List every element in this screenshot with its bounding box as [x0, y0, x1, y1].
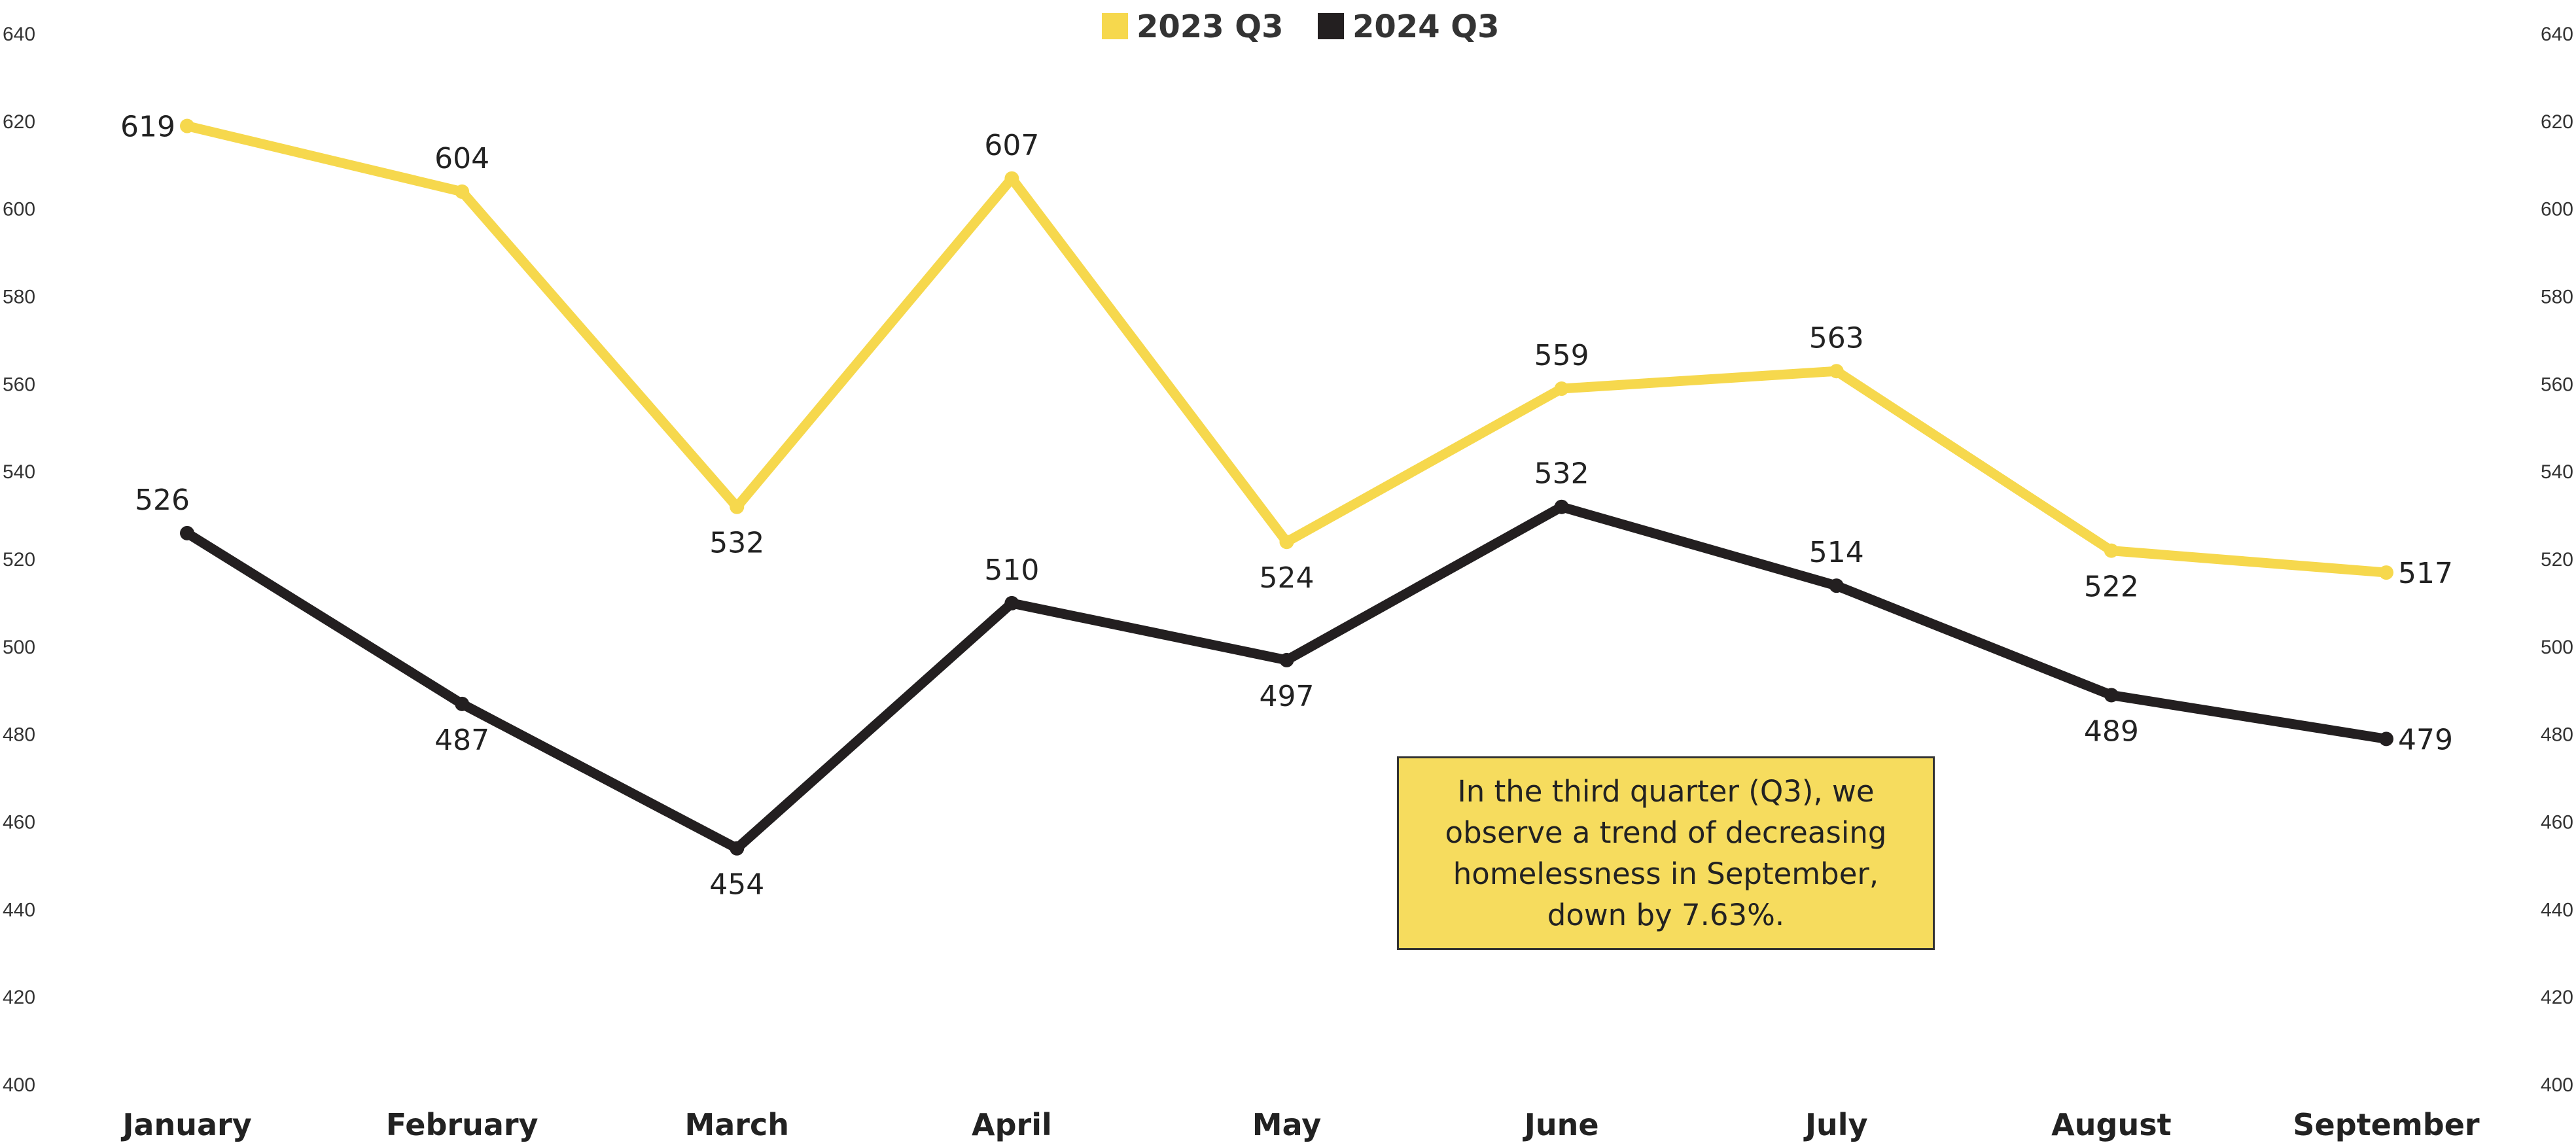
series-line-0	[182, 121, 2391, 578]
data-label: 524	[1260, 561, 1314, 595]
y-tick-label-right: 620	[2541, 111, 2573, 133]
series-group	[180, 118, 2393, 856]
data-point	[1554, 381, 1569, 396]
data-point	[1829, 364, 1844, 379]
y-axis-left: 400 420 440 460 480 500 520 540 560 580 600 620 640	[3, 24, 35, 1096]
y-tick-label-left: 420	[3, 987, 35, 1008]
x-tick-label: April	[972, 1107, 1052, 1142]
x-tick-label: February	[386, 1107, 538, 1142]
data-label: 532	[1534, 457, 1589, 491]
data-point	[455, 184, 470, 199]
data-point	[1554, 499, 1569, 514]
data-point	[180, 525, 194, 540]
y-tick-label-right: 500	[2541, 637, 2573, 658]
y-tick-label-right: 580	[2541, 287, 2573, 308]
data-label: 563	[1809, 321, 1864, 355]
data-label: 514	[1809, 536, 1864, 569]
data-point	[1004, 171, 1019, 186]
data-point	[1829, 578, 1844, 593]
data-label: 497	[1260, 680, 1314, 713]
data-label: 517	[2398, 557, 2453, 590]
data-label: 604	[434, 142, 489, 175]
data-label: 526	[135, 484, 190, 517]
data-label: 522	[2084, 571, 2139, 604]
legend-swatch-2024	[1318, 13, 1344, 39]
data-point	[180, 118, 194, 133]
y-tick-label-right: 640	[2541, 24, 2573, 45]
series-line-1	[182, 502, 2391, 854]
data-label: 510	[984, 554, 1039, 587]
data-labels: 619 604 532 607 524 559 563 522 517 526 487 454 510 4…	[120, 111, 2453, 902]
data-label: 607	[984, 129, 1039, 162]
x-tick-label: September	[2293, 1107, 2480, 1142]
y-tick-label-right: 560	[2541, 374, 2573, 395]
y-tick-label-left: 560	[3, 374, 35, 395]
y-tick-label-left: 500	[3, 637, 35, 658]
annotation-box: In the third quarter (Q3), we observe a …	[1397, 756, 1935, 950]
x-tick-label: May	[1252, 1107, 1321, 1142]
y-tick-label-right: 440	[2541, 899, 2573, 921]
data-point	[2104, 543, 2119, 558]
x-tick-label: January	[120, 1107, 251, 1142]
data-point	[730, 841, 745, 856]
data-point	[455, 696, 470, 711]
x-tick-label: August	[2051, 1107, 2171, 1142]
data-point	[2379, 731, 2393, 747]
x-tick-label: March	[684, 1107, 789, 1142]
data-point	[1279, 652, 1294, 667]
data-point	[2104, 688, 2119, 703]
legend-swatch-2023	[1102, 13, 1128, 39]
data-label: 479	[2398, 723, 2453, 756]
y-axis-right: 400 420 440 460 480 500 520 540 560 580 600 620 640	[2541, 24, 2573, 1096]
y-tick-label-right: 460	[2541, 812, 2573, 834]
y-tick-label-left: 540	[3, 461, 35, 483]
data-label: 454	[709, 868, 764, 902]
y-tick-label-left: 480	[3, 724, 35, 746]
annotation-text: In the third quarter (Q3), we observe a …	[1445, 774, 1887, 932]
x-tick-label: July	[1803, 1107, 1868, 1142]
data-point	[1279, 535, 1294, 550]
y-tick-label-right: 600	[2541, 199, 2573, 220]
y-tick-label-right: 420	[2541, 987, 2573, 1008]
x-axis: January February March April May June July Augu…	[120, 1107, 2480, 1142]
legend-label-2024: 2024 Q3	[1352, 9, 1500, 45]
data-label: 489	[2084, 714, 2139, 748]
data-label: 487	[434, 724, 489, 757]
data-point	[730, 499, 745, 514]
y-tick-label-left: 600	[3, 199, 35, 220]
data-point	[1004, 595, 1019, 610]
legend-label-2023: 2023 Q3	[1137, 9, 1284, 45]
data-point	[2379, 565, 2393, 580]
x-tick-label: June	[1523, 1107, 1599, 1142]
data-label: 619	[120, 111, 175, 144]
data-label: 559	[1534, 339, 1589, 372]
y-tick-label-left: 460	[3, 812, 35, 834]
y-tick-label-left: 580	[3, 287, 35, 308]
legend: 2023 Q3 2024 Q3	[1102, 9, 1500, 45]
y-tick-label-right: 520	[2541, 549, 2573, 571]
y-tick-label-right: 540	[2541, 461, 2573, 483]
data-label: 532	[709, 527, 764, 560]
y-tick-label-left: 620	[3, 111, 35, 133]
y-tick-label-left: 520	[3, 549, 35, 571]
y-tick-label-left: 440	[3, 899, 35, 921]
y-tick-label-left: 640	[3, 24, 35, 45]
y-tick-label-right: 400	[2541, 1074, 2573, 1096]
y-tick-label-left: 400	[3, 1074, 35, 1096]
y-tick-label-right: 480	[2541, 724, 2573, 746]
